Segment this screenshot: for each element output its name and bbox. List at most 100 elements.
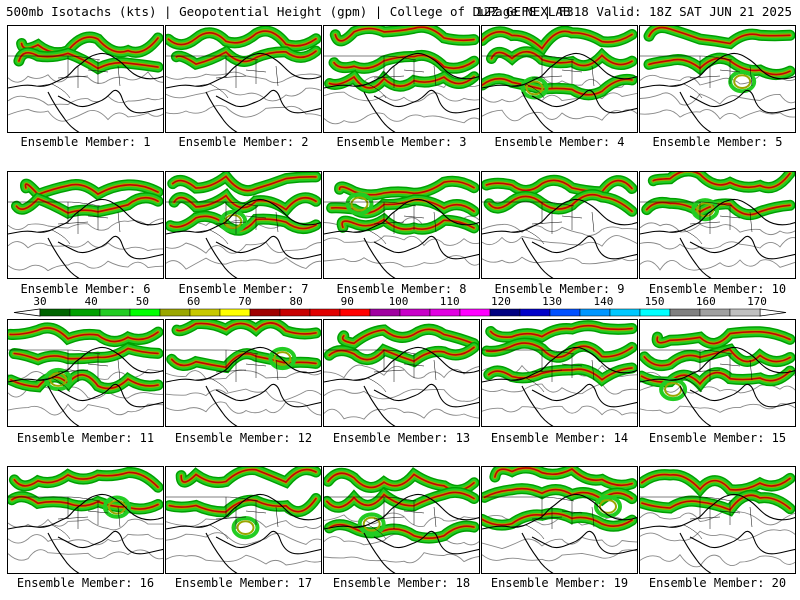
coastline bbox=[689, 383, 795, 408]
ensemble-map-panel bbox=[481, 171, 638, 279]
ensemble-map-panel bbox=[323, 319, 480, 427]
political-border bbox=[37, 377, 71, 393]
political-border bbox=[87, 215, 109, 219]
political-border bbox=[749, 506, 753, 528]
jet-streak bbox=[20, 36, 159, 54]
height-contour bbox=[640, 259, 795, 271]
colorbar-tick-label: 80 bbox=[289, 295, 303, 308]
closed-low bbox=[362, 516, 381, 532]
jet-streak bbox=[341, 328, 475, 345]
isotach-map bbox=[8, 467, 163, 573]
jet-streak bbox=[482, 77, 633, 96]
political-border bbox=[245, 363, 267, 367]
ensemble-map-panel bbox=[7, 319, 164, 427]
coastline bbox=[679, 91, 712, 132]
isotach-map bbox=[482, 174, 637, 278]
colorbar-swatch bbox=[399, 308, 431, 317]
colorbar-left-arrow bbox=[13, 308, 41, 317]
jet-streak bbox=[328, 75, 475, 89]
coastline bbox=[47, 385, 80, 426]
coastline bbox=[640, 346, 795, 383]
ensemble-member-label: Ensemble Member: 19 bbox=[490, 576, 629, 590]
height-contour bbox=[640, 529, 795, 542]
coastline bbox=[47, 532, 80, 573]
jet-streak bbox=[327, 472, 475, 492]
isotach-colorbar: 30 40 50 60 70 80 90 100 110 120 130 140 150 160 170 bbox=[0, 295, 800, 318]
height-contour bbox=[166, 87, 321, 102]
closed-low bbox=[219, 209, 248, 234]
colorbar-swatch bbox=[69, 308, 101, 317]
coastline bbox=[679, 237, 712, 278]
political-border bbox=[669, 229, 703, 245]
ensemble-map-panel bbox=[7, 171, 164, 279]
ensemble-map-panel bbox=[481, 25, 638, 133]
political-border bbox=[215, 75, 247, 79]
coastline bbox=[531, 89, 637, 114]
political-border bbox=[245, 69, 267, 73]
colorbar-tick-label: 170 bbox=[747, 295, 767, 308]
coastline bbox=[166, 493, 321, 530]
closed-low bbox=[525, 80, 544, 96]
political-border bbox=[531, 369, 563, 373]
coastline bbox=[531, 530, 637, 555]
height-contour bbox=[640, 109, 795, 120]
coastline bbox=[205, 237, 238, 278]
height-contour bbox=[482, 223, 637, 237]
jet-streak bbox=[168, 497, 317, 513]
colorbar-tick-label: 60 bbox=[186, 295, 201, 308]
political-border bbox=[215, 221, 247, 225]
height-contour bbox=[324, 364, 479, 379]
jet-streak bbox=[641, 473, 791, 491]
ensemble-member-label: Ensemble Member: 2 bbox=[178, 135, 309, 149]
colorbar-tick-label: 50 bbox=[135, 295, 150, 308]
coastline bbox=[324, 493, 479, 530]
political-border bbox=[433, 506, 437, 528]
political-border bbox=[353, 524, 387, 540]
ensemble-member-label: Ensemble Member: 1 bbox=[20, 135, 151, 149]
ensemble-map-panel bbox=[481, 466, 638, 574]
colorbar-swatch bbox=[369, 308, 401, 317]
ensemble-member-label: Ensemble Member: 16 bbox=[16, 576, 155, 590]
coastline bbox=[8, 493, 163, 530]
coastline bbox=[482, 346, 637, 383]
political-border bbox=[531, 75, 563, 79]
height-contour bbox=[640, 553, 795, 568]
coastline bbox=[640, 493, 795, 530]
political-border bbox=[373, 221, 405, 225]
colorbar-swatch bbox=[219, 308, 251, 317]
coastline bbox=[166, 198, 321, 235]
ensemble-map-panel bbox=[165, 466, 322, 574]
ensemble-map-panel bbox=[165, 25, 322, 133]
political-border bbox=[433, 359, 437, 381]
political-border bbox=[275, 506, 279, 528]
jet-streak bbox=[24, 183, 159, 196]
political-border bbox=[87, 510, 109, 514]
coastline bbox=[679, 385, 712, 426]
political-border bbox=[689, 369, 721, 373]
isotach-map bbox=[324, 26, 479, 132]
ensemble-map-panel bbox=[323, 171, 480, 279]
coastline bbox=[640, 198, 795, 235]
jet-streak bbox=[175, 50, 317, 65]
height-contour bbox=[8, 403, 163, 416]
height-contour bbox=[324, 255, 479, 268]
coastline bbox=[8, 198, 163, 235]
closed-low bbox=[350, 196, 369, 212]
coastline bbox=[215, 89, 321, 114]
political-border bbox=[403, 69, 425, 73]
height-contour bbox=[324, 91, 479, 103]
coastline bbox=[205, 532, 238, 573]
jet-streak bbox=[171, 175, 317, 192]
coastline bbox=[363, 532, 396, 573]
height-contour bbox=[8, 218, 163, 231]
colorbar-swatch bbox=[189, 308, 221, 317]
coastline bbox=[363, 237, 396, 278]
jet-streak bbox=[15, 196, 159, 214]
political-border bbox=[591, 211, 595, 233]
political-border bbox=[511, 83, 545, 99]
ensemble-map-panel bbox=[639, 466, 796, 574]
coastline bbox=[166, 346, 321, 383]
political-border bbox=[403, 215, 425, 219]
coastline bbox=[373, 383, 479, 408]
isotach-map bbox=[482, 320, 637, 426]
